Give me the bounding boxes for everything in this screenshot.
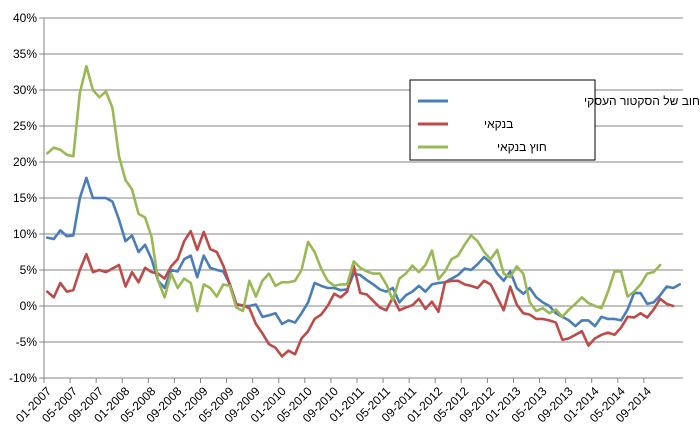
- x-axis: 01-200705-200709-200701-200805-200809-20…: [13, 377, 683, 425]
- y-tick-label: 10%: [13, 227, 37, 241]
- legend: סך החוב של הסקטור העסקי בנקאי חוץ בנקאי: [409, 79, 700, 161]
- y-tick-label: -5%: [16, 335, 38, 349]
- y-tick-label: 0%: [20, 299, 38, 313]
- series-line-1: [45, 176, 682, 328]
- y-tick-label: 5%: [20, 263, 38, 277]
- gridlines: [44, 17, 683, 379]
- series-line-3: [45, 64, 662, 319]
- y-tick-label: 25%: [13, 119, 37, 133]
- y-tick-label: -10%: [9, 371, 37, 385]
- y-tick-label: 35%: [13, 47, 37, 61]
- legend-label-series-1: סך החוב של הסקטור העסקי: [584, 94, 700, 108]
- y-axis: -10% -5% 0% 5% 10% 15% 20% 25% 30% 35% 40%: [9, 11, 45, 385]
- y-tick-label: 40%: [13, 11, 37, 25]
- legend-label-series-3: חוץ בנקאי: [497, 140, 547, 154]
- y-tick-label: 20%: [13, 155, 37, 169]
- series-line-2: [45, 229, 675, 358]
- y-tick-label: 30%: [13, 83, 37, 97]
- series-layer: [45, 64, 682, 358]
- legend-label-series-2: בנקאי: [484, 117, 513, 131]
- y-tick-label: 15%: [13, 191, 37, 205]
